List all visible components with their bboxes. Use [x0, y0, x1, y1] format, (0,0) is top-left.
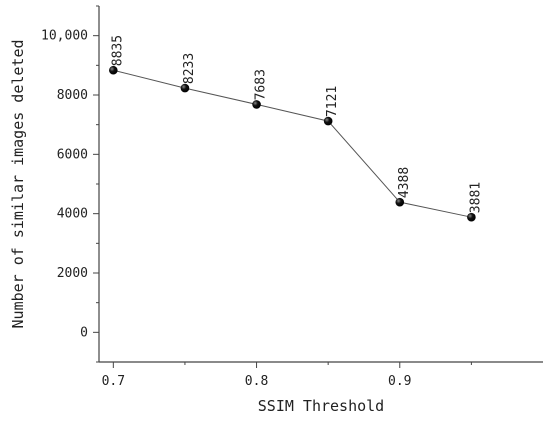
y-tick-label: 4000 [57, 207, 88, 222]
data-label: 4388 [397, 167, 412, 198]
x-axis: 0.7 0.8 0.9 [99, 361, 543, 389]
x-tick-label: 0.9 [388, 374, 411, 389]
y-tick-label: 0 [80, 325, 88, 340]
y-axis: 0 2000 4000 6000 8000 10,000 [41, 5, 100, 363]
data-point [180, 83, 190, 93]
data-label: 8233 [182, 53, 197, 84]
x-axis-title: SSIM Threshold [258, 397, 384, 415]
y-axis-title: Number of similar images deleted [9, 40, 27, 329]
y-tick-label: 8000 [57, 88, 88, 103]
y-tick-label: 6000 [57, 147, 88, 162]
data-point [467, 212, 476, 222]
series-line [113, 69, 472, 218]
y-ticks: 0 2000 4000 6000 8000 10,000 [41, 5, 99, 363]
data-point [252, 100, 261, 109]
plot-area: 8835 8233 7683 7121 4388 3881 [109, 35, 483, 222]
y-tick-label: 10,000 [41, 29, 88, 44]
data-point [109, 65, 118, 75]
x-tick-label: 0.8 [245, 374, 268, 389]
data-label: 7683 [254, 69, 269, 100]
data-point [395, 197, 405, 207]
data-label: 8835 [110, 35, 125, 66]
x-ticks: 0.7 0.8 0.9 [102, 362, 472, 389]
data-label: 7121 [325, 86, 340, 117]
y-tick-label: 2000 [57, 266, 88, 281]
x-tick-label: 0.7 [102, 374, 125, 389]
data-point [323, 116, 333, 126]
data-label: 3881 [468, 182, 483, 213]
